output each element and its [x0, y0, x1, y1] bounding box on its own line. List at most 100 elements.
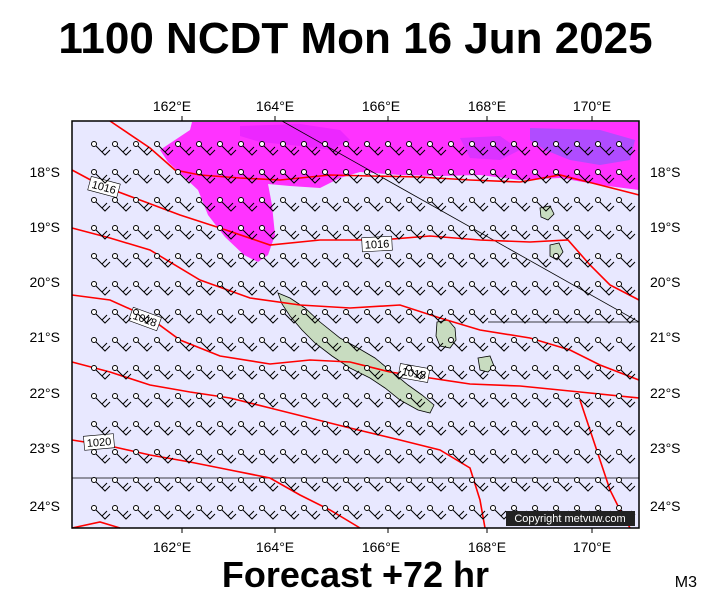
wind-barb — [259, 197, 279, 212]
wind-barb — [238, 281, 258, 296]
wind-barb — [154, 197, 174, 212]
wind-barb — [175, 225, 195, 240]
wind-barb — [133, 281, 153, 296]
wind-barb — [616, 337, 636, 352]
wind-barb — [112, 365, 132, 380]
latitude-label-right: 23°S — [650, 440, 681, 456]
wind-barb — [217, 421, 237, 436]
wind-barb — [595, 169, 615, 184]
wind-barb — [280, 253, 300, 268]
wind-barb — [427, 197, 447, 212]
wind-barb — [595, 477, 615, 492]
wind-barb — [301, 337, 321, 352]
wind-barb — [448, 281, 468, 296]
wind-barb — [259, 449, 279, 464]
wind-barb — [490, 225, 510, 240]
wind-barb — [217, 337, 237, 352]
wind-barb — [343, 169, 363, 184]
wind-barb — [406, 225, 426, 240]
wind-barb — [448, 337, 468, 352]
wind-barb — [553, 337, 573, 352]
wind-barb — [448, 477, 468, 492]
wind-barb — [238, 141, 258, 156]
wind-barb — [532, 393, 552, 408]
latitude-label-right: 21°S — [650, 329, 681, 345]
wind-barb — [553, 141, 573, 156]
wind-barb — [616, 449, 636, 464]
wind-barb — [385, 169, 405, 184]
latitude-label-right: 20°S — [650, 274, 681, 290]
wind-barb — [322, 281, 342, 296]
wind-barb — [133, 365, 153, 380]
latitude-label-left: 23°S — [29, 440, 60, 456]
wind-barb — [259, 141, 279, 156]
wind-barb — [406, 281, 426, 296]
wind-barb — [385, 197, 405, 212]
wind-barb — [448, 141, 468, 156]
wind-barb — [532, 169, 552, 184]
wind-barb — [532, 337, 552, 352]
wind-barb — [532, 365, 552, 380]
wind-barb — [280, 505, 300, 520]
wind-barb — [175, 141, 195, 156]
wind-barb — [406, 505, 426, 520]
wind-barb — [238, 253, 258, 268]
wind-barb — [133, 197, 153, 212]
wind-barb — [595, 309, 615, 324]
wind-barb — [154, 337, 174, 352]
wind-barb — [196, 477, 216, 492]
wind-barb — [532, 309, 552, 324]
wind-barb — [511, 365, 531, 380]
wind-barb — [532, 421, 552, 436]
wind-barb — [364, 281, 384, 296]
map-title: 1100 NCDT Mon 16 Jun 2025 — [58, 14, 653, 63]
wind-barb — [154, 141, 174, 156]
wind-barbs — [91, 141, 636, 520]
wind-barb — [511, 225, 531, 240]
wind-barb — [259, 225, 279, 240]
wind-barb — [490, 421, 510, 436]
wind-barb — [574, 281, 594, 296]
wind-barb — [511, 309, 531, 324]
wind-barb — [595, 225, 615, 240]
isobar-label: 1016 — [365, 238, 390, 251]
wind-barb — [385, 309, 405, 324]
wind-barb — [259, 169, 279, 184]
wind-barb — [406, 169, 426, 184]
ocean-area — [72, 121, 639, 528]
wind-barb — [553, 421, 573, 436]
wind-barb — [217, 225, 237, 240]
wind-barb — [490, 337, 510, 352]
wind-barb — [238, 197, 258, 212]
wind-barb — [511, 477, 531, 492]
wind-barb — [217, 141, 237, 156]
wind-barb — [364, 337, 384, 352]
wind-barb — [280, 421, 300, 436]
wind-barb — [469, 141, 489, 156]
wind-barb — [574, 393, 594, 408]
wind-barb — [406, 421, 426, 436]
longitude-label-top: 168°E — [468, 98, 506, 114]
wind-barb — [280, 225, 300, 240]
wind-barb — [385, 225, 405, 240]
wind-barb — [427, 365, 447, 380]
wind-barb — [406, 309, 426, 324]
latitude-label-left: 18°S — [29, 164, 60, 180]
wind-barb — [532, 449, 552, 464]
wind-barb — [616, 169, 636, 184]
wind-barb — [91, 505, 111, 520]
wind-barb — [322, 477, 342, 492]
wind-barb — [217, 281, 237, 296]
wind-barb — [112, 169, 132, 184]
wind-barb — [427, 141, 447, 156]
wind-barb — [553, 309, 573, 324]
latitude-label-left: 19°S — [29, 219, 60, 235]
wind-barb — [574, 421, 594, 436]
copyright-text: Copyright metvuw.com — [514, 513, 625, 525]
wind-barb — [196, 449, 216, 464]
wind-barb — [280, 197, 300, 212]
wind-barb — [427, 337, 447, 352]
wind-barb — [469, 225, 489, 240]
longitude-label-bottom: 166°E — [362, 539, 400, 555]
wind-barb — [616, 421, 636, 436]
